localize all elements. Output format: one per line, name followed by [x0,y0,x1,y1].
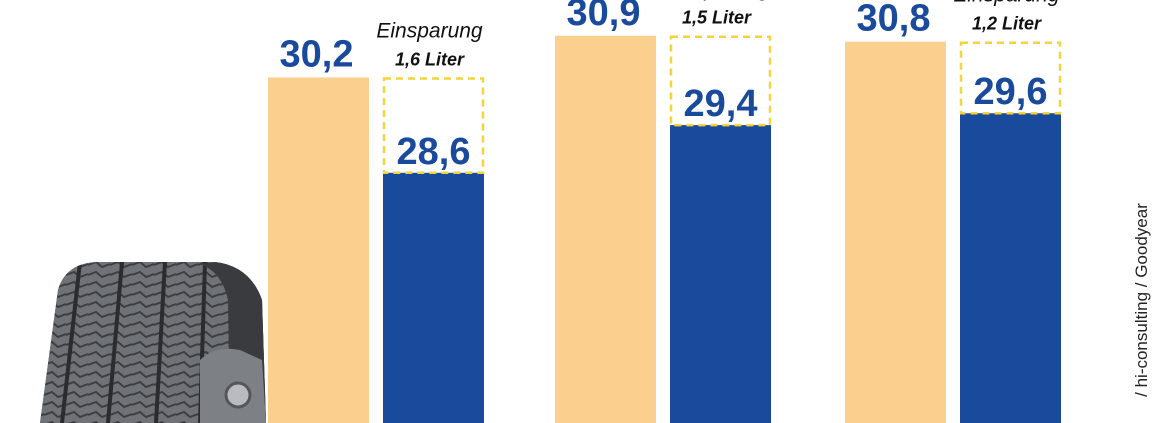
goodyear-bar [960,113,1061,423]
savings-box [669,35,772,127]
savings-title: Einsparung [953,0,1060,7]
goodyear-bar [670,125,771,423]
savings-box [382,77,485,175]
savings-title: Einsparung [376,19,483,42]
reference-bar [845,41,946,423]
savings-title: Einsparung [663,0,770,1]
goodyear-value-label: 29,4 [684,83,758,125]
goodyear-value-label: 29,6 [974,71,1048,113]
goodyear-value-label: 28,6 [397,131,471,173]
savings-amount: 1,2 Liter [972,14,1042,34]
tire-image [40,262,266,423]
reference-value-label: 30,9 [567,0,641,34]
reference-value-label: 30,2 [280,33,354,75]
savings-amount: 1,6 Liter [395,49,465,69]
reference-bar [268,77,369,423]
reference-bar [555,35,656,423]
goodyear-bar [383,172,484,423]
source-credit: / hi-consulting / Goodyear [1132,203,1151,397]
savings-amount: 1,5 Liter [682,8,752,28]
savings-box [959,41,1062,115]
reference-value-label: 30,8 [857,0,931,40]
